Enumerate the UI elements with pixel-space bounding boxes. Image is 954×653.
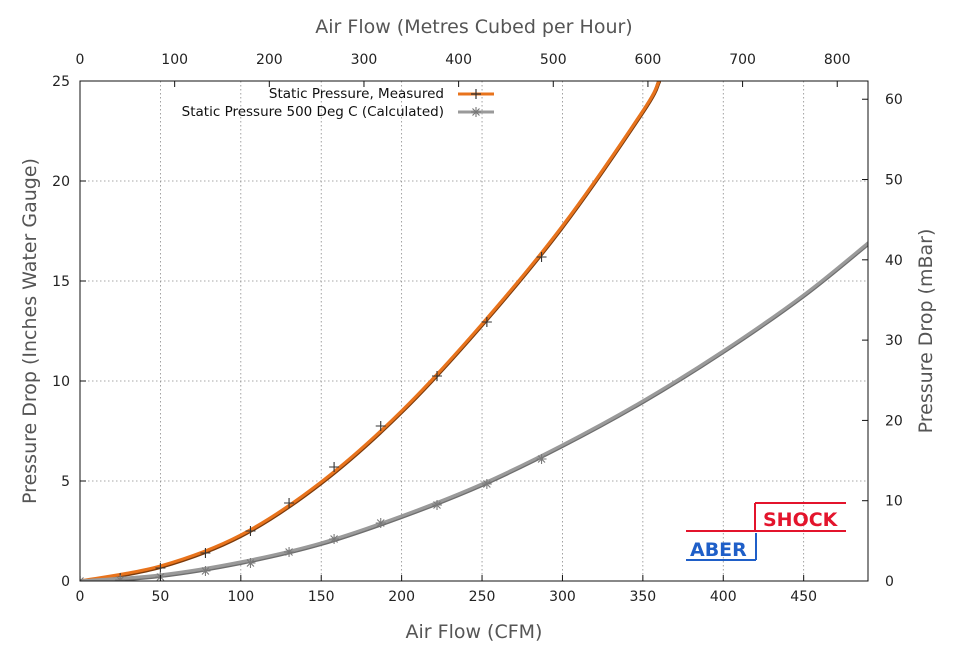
y2-tick-label: 50 [885, 173, 903, 189]
y-tick-label: 15 [52, 274, 70, 290]
x-tick-label: 450 [790, 589, 817, 605]
y-tick-label: 20 [52, 174, 70, 190]
y-tick-label: 25 [52, 74, 70, 90]
data-point-calculated [200, 566, 211, 576]
series-measured [80, 81, 661, 581]
legend-entry-measured: Static Pressure, Measured [269, 86, 494, 102]
x2-tick-label: 0 [76, 52, 85, 68]
logo-text-aber: ABER [690, 539, 747, 561]
x-tick-label: 350 [629, 589, 656, 605]
legend-label-measured: Static Pressure, Measured [269, 86, 444, 102]
data-point-measured [481, 317, 492, 327]
y-tick-label: 5 [61, 474, 70, 490]
x-axis-title: Air Flow (CFM) [406, 621, 543, 643]
y2-tick-label: 10 [885, 494, 903, 510]
data-point-calculated [245, 558, 256, 568]
data-point-calculated [432, 500, 443, 510]
legend-marker-measured [471, 89, 481, 99]
plot-frame [79, 80, 869, 582]
legend-marker-calculated [471, 107, 481, 117]
data-point-measured [432, 371, 443, 381]
legend-label-calculated: Static Pressure 500 Deg C (Calculated) [182, 104, 444, 120]
x2-tick-label: 100 [161, 52, 188, 68]
x2-tick-label: 300 [351, 52, 378, 68]
x2-tick-label: 500 [540, 52, 567, 68]
y-tick-label: 0 [61, 574, 70, 590]
data-point-calculated [375, 518, 386, 528]
series-calculated [80, 241, 868, 581]
legend-entry-calculated: Static Pressure 500 Deg C (Calculated) [182, 104, 494, 120]
x-tick-label: 400 [710, 589, 737, 605]
data-point-measured [245, 526, 256, 536]
data-point-measured [200, 548, 211, 558]
data-point-calculated [115, 575, 126, 581]
x2-tick-label: 700 [729, 52, 756, 68]
y2-tick-label: 20 [885, 413, 903, 429]
x2-axis-title: Air Flow (Metres Cubed per Hour) [315, 16, 632, 38]
x2-tick-label: 400 [445, 52, 472, 68]
y2-tick-label: 40 [885, 253, 903, 269]
logo-text-shock: SHOCK [763, 509, 839, 531]
data-point-calculated [481, 479, 492, 489]
y2-tick-label: 60 [885, 92, 903, 108]
data-point-measured [329, 462, 340, 472]
y2-tick-label: 30 [885, 333, 903, 349]
aber-shock-logo: SHOCK ABER [686, 502, 846, 561]
x-tick-label: 200 [388, 589, 415, 605]
x-tick-label: 250 [469, 589, 496, 605]
x2-tick-label: 200 [256, 52, 283, 68]
data-point-measured [284, 498, 295, 508]
data-point-calculated [536, 454, 547, 464]
x-tick-label: 50 [151, 589, 169, 605]
curve-shadow-measured [80, 81, 661, 581]
x2-tick-label: 600 [635, 52, 662, 68]
x-tick-label: 150 [308, 589, 335, 605]
data-point-calculated [284, 547, 295, 557]
x-tick-label: 0 [76, 589, 85, 605]
y-tick-label: 10 [52, 374, 70, 390]
legend: Static Pressure, Measured Static Pressur… [182, 86, 494, 120]
data-point-calculated [329, 534, 340, 544]
y-axis-title: Pressure Drop (Inches Water Gauge) [19, 158, 41, 504]
x-tick-label: 300 [549, 589, 576, 605]
curve-measured [80, 81, 661, 581]
y2-tick-label: 0 [885, 574, 894, 590]
grid-lines [80, 81, 868, 581]
x2-tick-label: 800 [824, 52, 851, 68]
series-layer [80, 81, 868, 581]
data-point-measured [375, 421, 386, 431]
data-point-measured [155, 563, 166, 573]
data-point-measured [536, 252, 547, 262]
x-tick-label: 100 [227, 589, 254, 605]
y2-axis-title: Pressure Drop (mBar) [915, 229, 937, 434]
